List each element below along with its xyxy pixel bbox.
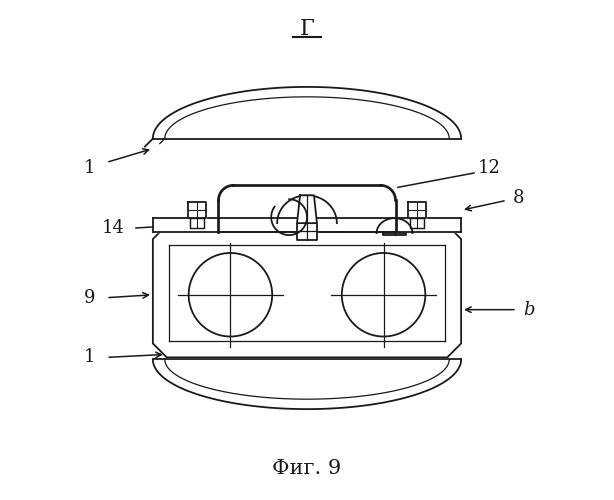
Text: 9: 9 <box>84 288 95 306</box>
Polygon shape <box>188 202 206 218</box>
Polygon shape <box>153 360 461 409</box>
Text: 14: 14 <box>102 219 125 237</box>
Polygon shape <box>410 218 424 228</box>
Polygon shape <box>219 186 395 232</box>
Polygon shape <box>383 233 406 235</box>
Polygon shape <box>190 218 204 228</box>
Text: b: b <box>523 300 535 318</box>
Polygon shape <box>297 196 317 223</box>
Text: Фиг. 9: Фиг. 9 <box>273 460 341 478</box>
Text: 12: 12 <box>478 160 500 178</box>
Text: Г: Г <box>300 18 314 40</box>
Polygon shape <box>297 223 317 240</box>
Text: 1: 1 <box>84 348 95 366</box>
Text: 8: 8 <box>513 190 524 208</box>
Polygon shape <box>408 202 426 218</box>
Polygon shape <box>153 218 461 232</box>
Polygon shape <box>153 87 461 139</box>
Text: a: a <box>344 300 355 318</box>
Text: 1: 1 <box>84 160 95 178</box>
Polygon shape <box>153 225 461 358</box>
